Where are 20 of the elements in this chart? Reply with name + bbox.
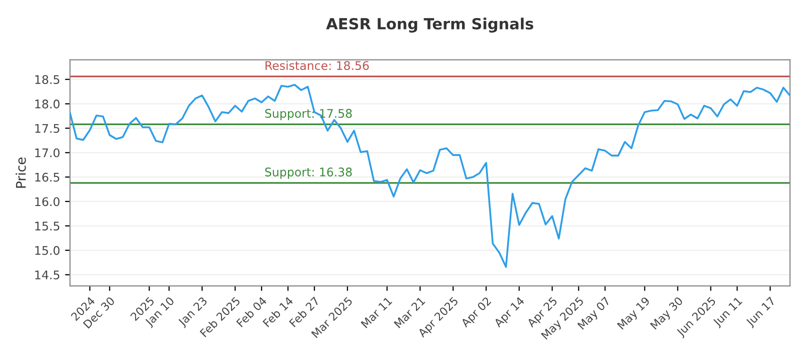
y-tick-label: 15.5 [35, 222, 60, 231]
ref-line-label: Support: 17.58 [265, 108, 352, 120]
y-tick-label: 18.5 [35, 75, 60, 84]
ref-line-label: Support: 16.38 [265, 168, 352, 179]
x-tick-label: Mar 21 [394, 296, 426, 328]
x-tick-label: Jun 17 [745, 296, 778, 328]
y-tick-label: 17.5 [35, 124, 60, 133]
x-tick-label: Mar 11 [360, 296, 392, 328]
y-tick-label: 14.5 [35, 270, 60, 280]
x-tick-label: Apr 14 [493, 296, 526, 330]
y-tick-label: 16.5 [35, 172, 60, 182]
y-tick-label: 17.0 [35, 148, 60, 158]
y-tick-label: 18.0 [35, 100, 60, 108]
ref-line-label: Resistance: 18.56 [266, 60, 369, 70]
y-tick-label: 16.0 [35, 197, 60, 206]
x-tick-label: Apr 02 [460, 296, 493, 330]
chart-title: AESR Long Term Signals [326, 18, 534, 33]
y-axis-title: Price [16, 158, 26, 188]
line-series [70, 84, 790, 268]
y-tick-label: 15.0 [35, 246, 60, 255]
